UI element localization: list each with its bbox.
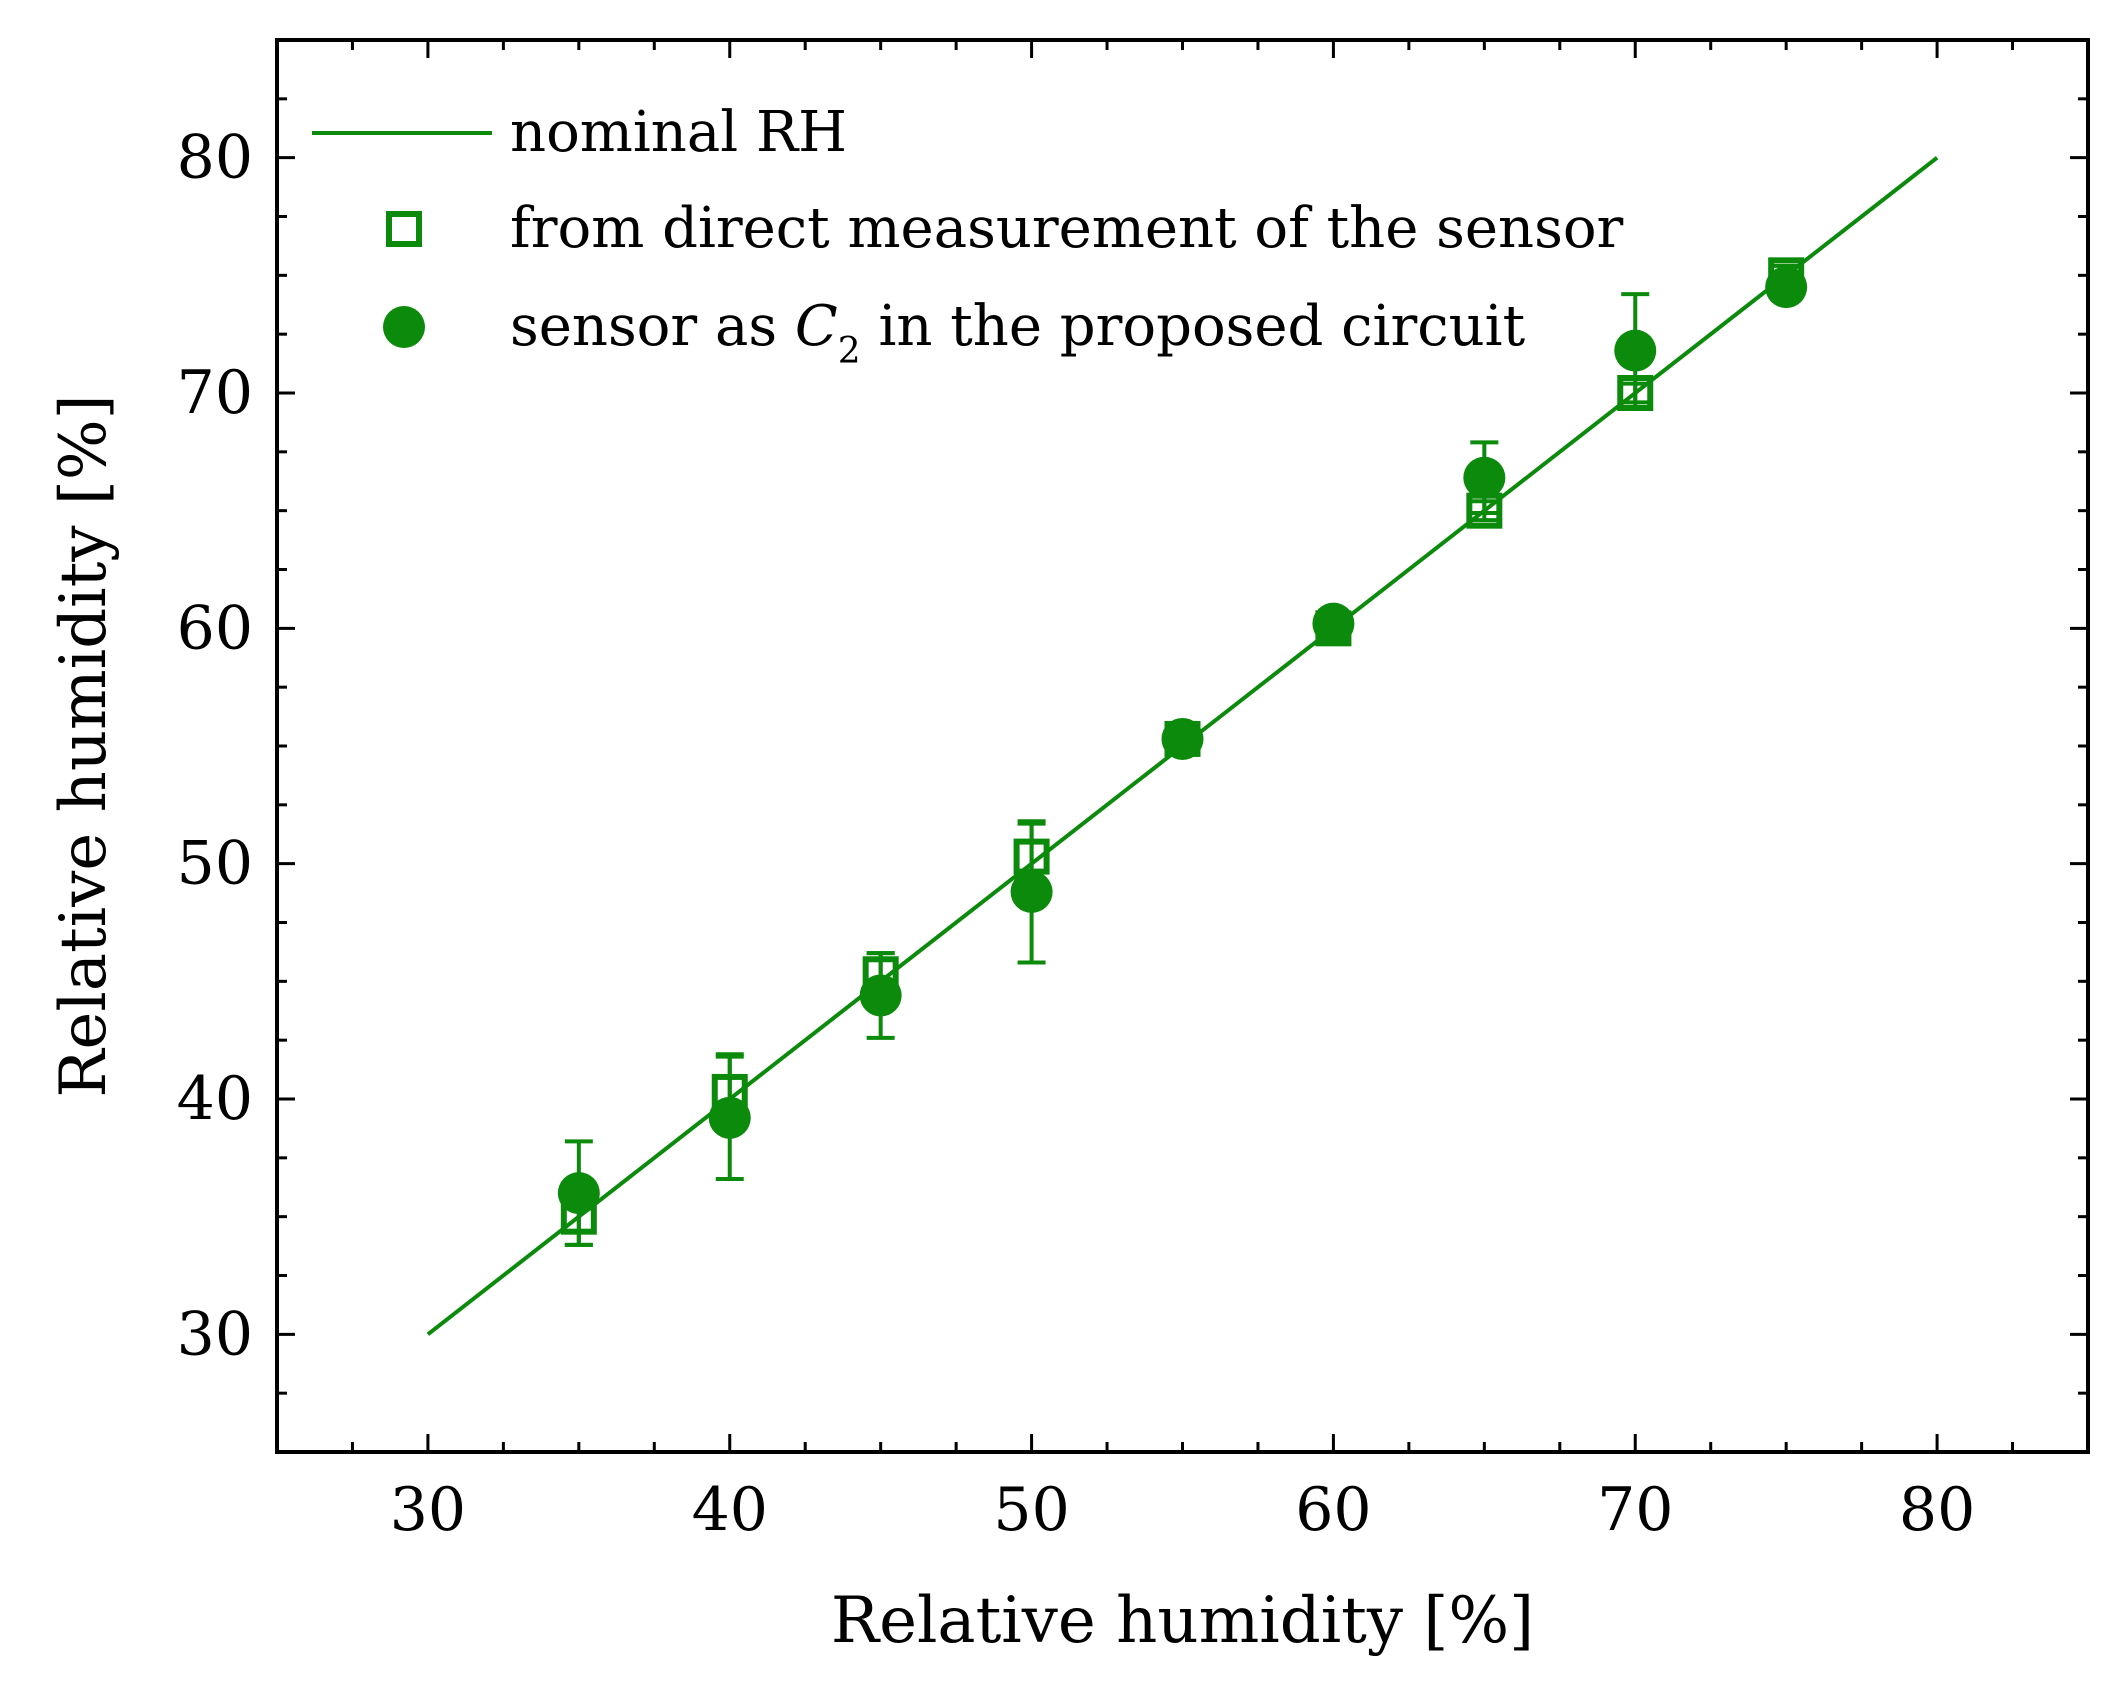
y-tick-label: 80 bbox=[177, 123, 253, 193]
circle-point bbox=[1312, 602, 1355, 645]
legend-label-nominal: nominal RH bbox=[510, 100, 847, 165]
x-tick-label: 80 bbox=[1899, 1475, 1975, 1545]
y-tick-label: 70 bbox=[177, 358, 253, 428]
y-tick-label: 60 bbox=[177, 593, 253, 663]
legend-label-circuit-prefix: sensor as bbox=[510, 294, 795, 359]
y-axis-title: Relative humidity [%] bbox=[47, 394, 121, 1097]
x-tick-label: 70 bbox=[1597, 1475, 1673, 1545]
legend-label-circuit-subscript: 2 bbox=[838, 331, 861, 372]
legend-swatch-circle bbox=[383, 306, 425, 348]
circle-point bbox=[1161, 717, 1204, 760]
circle-point bbox=[708, 1096, 751, 1139]
y-tick-label: 40 bbox=[177, 1064, 253, 1134]
circle-point bbox=[1010, 870, 1053, 913]
circle-point bbox=[557, 1172, 600, 1215]
y-tick-label: 30 bbox=[177, 1299, 253, 1369]
x-tick-label: 30 bbox=[390, 1475, 466, 1545]
circle-point bbox=[1463, 456, 1506, 499]
legend-label-circuit-suffix: in the proposed circuit bbox=[861, 294, 1526, 359]
data-marks bbox=[426, 156, 1939, 1336]
x-tick-label: 40 bbox=[692, 1475, 768, 1545]
legend-label-circuit: sensor as C2 in the proposed circuit bbox=[510, 294, 1526, 372]
x-tick-label: 60 bbox=[1295, 1475, 1371, 1545]
y-tick-label: 50 bbox=[177, 829, 253, 899]
legend-swatch-square bbox=[386, 211, 422, 247]
plot-area: 30 40 50 60 70 80 30 40 50 60 70 80 bbox=[177, 38, 2090, 1545]
legend-label-direct: from direct measurement of the sensor bbox=[510, 196, 1624, 261]
x-tick-label: 50 bbox=[993, 1475, 1069, 1545]
circle-point bbox=[859, 974, 902, 1017]
x-axis-title: Relative humidity [%] bbox=[831, 1584, 1534, 1658]
legend: nominal RH from direct measurement of th… bbox=[312, 100, 1624, 372]
legend-label-circuit-symbol: C bbox=[795, 294, 838, 359]
circle-point bbox=[1765, 266, 1808, 309]
circle-point bbox=[1614, 329, 1657, 372]
